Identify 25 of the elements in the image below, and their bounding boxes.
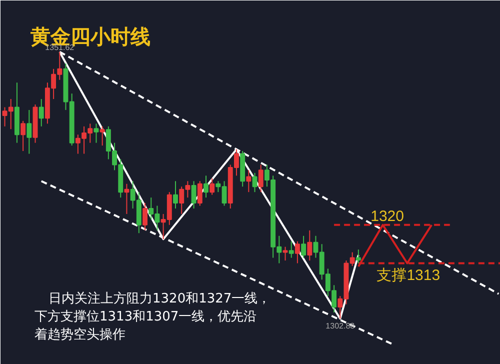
candlestick (100, 126, 105, 146)
candlestick (173, 180, 178, 209)
candlestick (20, 120, 26, 152)
candlestick (282, 246, 288, 261)
candlestick (301, 235, 306, 258)
candlestick (26, 109, 32, 154)
candlestick (124, 183, 130, 214)
candlestick (258, 164, 264, 193)
candlestick (356, 249, 361, 264)
candlestick (252, 172, 258, 193)
annotation: 1302.88 (326, 322, 356, 331)
candlestick (142, 202, 148, 231)
candlestick (307, 230, 312, 261)
candlestick (38, 98, 44, 127)
candlestick (197, 180, 202, 206)
candlestick (191, 180, 196, 209)
candlestick (246, 170, 252, 193)
candlestick (288, 240, 294, 258)
candlestick (294, 240, 300, 264)
annotation: 日内关注上方阻力1320和1327一线，下方支撑位1313和1307一线，优先沿着趋势空头操作 (34, 290, 271, 342)
candlestick (210, 178, 215, 196)
candlestick (94, 123, 99, 144)
ref-line-label: 1320 (370, 208, 404, 225)
ref-line-label: 支撑1313 (376, 267, 440, 284)
candlestick (204, 175, 208, 198)
